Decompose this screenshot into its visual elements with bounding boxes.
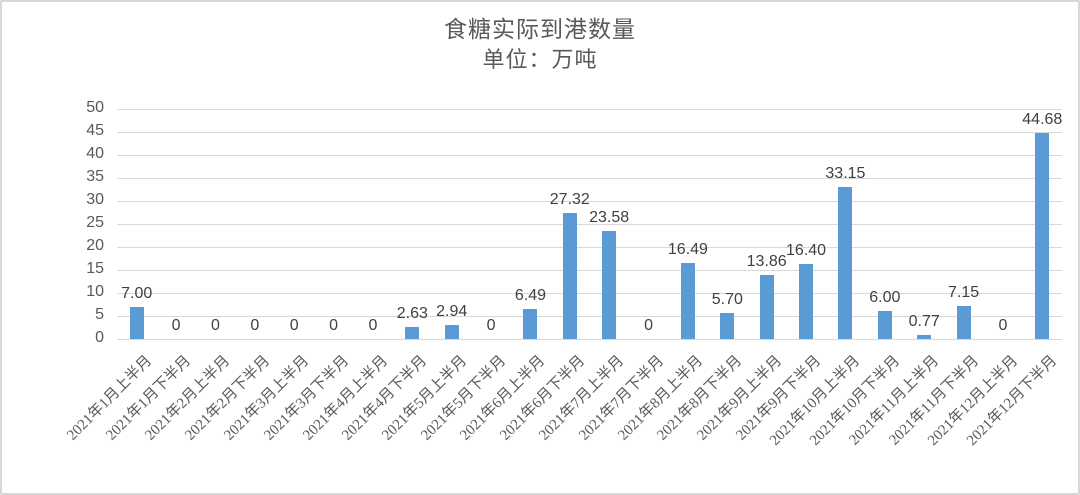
y-tick-label: 10	[86, 283, 104, 300]
bar-value-label: 2.94	[436, 303, 468, 321]
gridline	[117, 131, 1062, 133]
bar-value-label: 0	[368, 317, 378, 334]
bar[interactable]	[956, 306, 971, 339]
bar-value-label: 23.58	[589, 208, 630, 226]
bar-value-label: 0.77	[908, 313, 940, 331]
y-tick-label: 25	[86, 214, 104, 231]
chart-title: 食糖实际到港数量	[444, 17, 636, 42]
bar-value-label: 16.49	[667, 241, 708, 259]
bar-value-label: 5.70	[711, 290, 743, 308]
bar[interactable]	[444, 325, 459, 339]
bar-value-label: 0	[171, 317, 181, 334]
y-tick-label: 20	[86, 237, 104, 254]
bar-value-label: 44.68	[1022, 111, 1063, 129]
bar-value-label: 0	[210, 317, 220, 334]
gridline	[117, 246, 1062, 248]
bar[interactable]	[562, 213, 577, 339]
chart-title-block: 食糖实际到港数量 单位：万吨	[2, 14, 1078, 75]
bar-value-label: 7.15	[947, 284, 980, 302]
bar-value-label: 0	[644, 317, 654, 334]
gridline	[117, 315, 1062, 317]
gridline	[117, 108, 1062, 110]
bar[interactable]	[838, 186, 853, 339]
y-tick-label: 40	[86, 145, 104, 162]
y-tick-label: 15	[86, 260, 104, 277]
y-tick-label: 35	[86, 168, 104, 185]
y-tick-label: 5	[95, 306, 104, 323]
gridline	[117, 223, 1062, 225]
plot-area: 7.00 0 0 0 0 0 0 2.63 2.94 0 6.49 27.32 23.58 0 16.49 5…	[117, 108, 1062, 340]
gridline	[117, 200, 1062, 202]
bar[interactable]	[405, 326, 420, 339]
bar[interactable]	[523, 309, 538, 339]
chart-subtitle: 单位：万吨	[482, 47, 598, 72]
bar-value-label: 6.49	[514, 287, 546, 305]
bar[interactable]	[799, 263, 814, 339]
gridline	[117, 338, 1062, 340]
y-tick-label: 30	[86, 191, 104, 208]
bar-value-label: 0	[998, 317, 1008, 334]
bar-value-label: 27.32	[549, 191, 590, 209]
gridline	[117, 177, 1062, 179]
bar-value-label: 2.63	[396, 304, 428, 322]
bar-value-label: 0	[289, 317, 299, 334]
bar[interactable]	[877, 311, 892, 339]
bar-value-label: 16.40	[786, 241, 827, 259]
gridline	[117, 154, 1062, 156]
gridline	[117, 292, 1062, 294]
bar-value-label: 0	[329, 317, 339, 334]
gridline	[117, 269, 1062, 271]
bar-value-label: 13.86	[746, 253, 787, 271]
bar[interactable]	[1035, 133, 1050, 339]
bar-value-label: 7.00	[121, 284, 153, 302]
y-tick-label: 0	[95, 329, 104, 346]
bar-value-label: 6.00	[869, 289, 901, 307]
bar[interactable]	[917, 335, 932, 339]
bar[interactable]	[602, 230, 617, 339]
bar-value-label: 0	[486, 317, 496, 334]
bar-value-label: 33.15	[825, 164, 866, 182]
bar[interactable]	[759, 275, 774, 339]
bar[interactable]	[129, 306, 144, 339]
bar-value-label: 0	[250, 317, 260, 334]
bar[interactable]	[720, 312, 735, 339]
y-tick-label: 45	[86, 122, 104, 139]
y-tick-label: 50	[86, 99, 104, 116]
bar[interactable]	[680, 263, 695, 339]
